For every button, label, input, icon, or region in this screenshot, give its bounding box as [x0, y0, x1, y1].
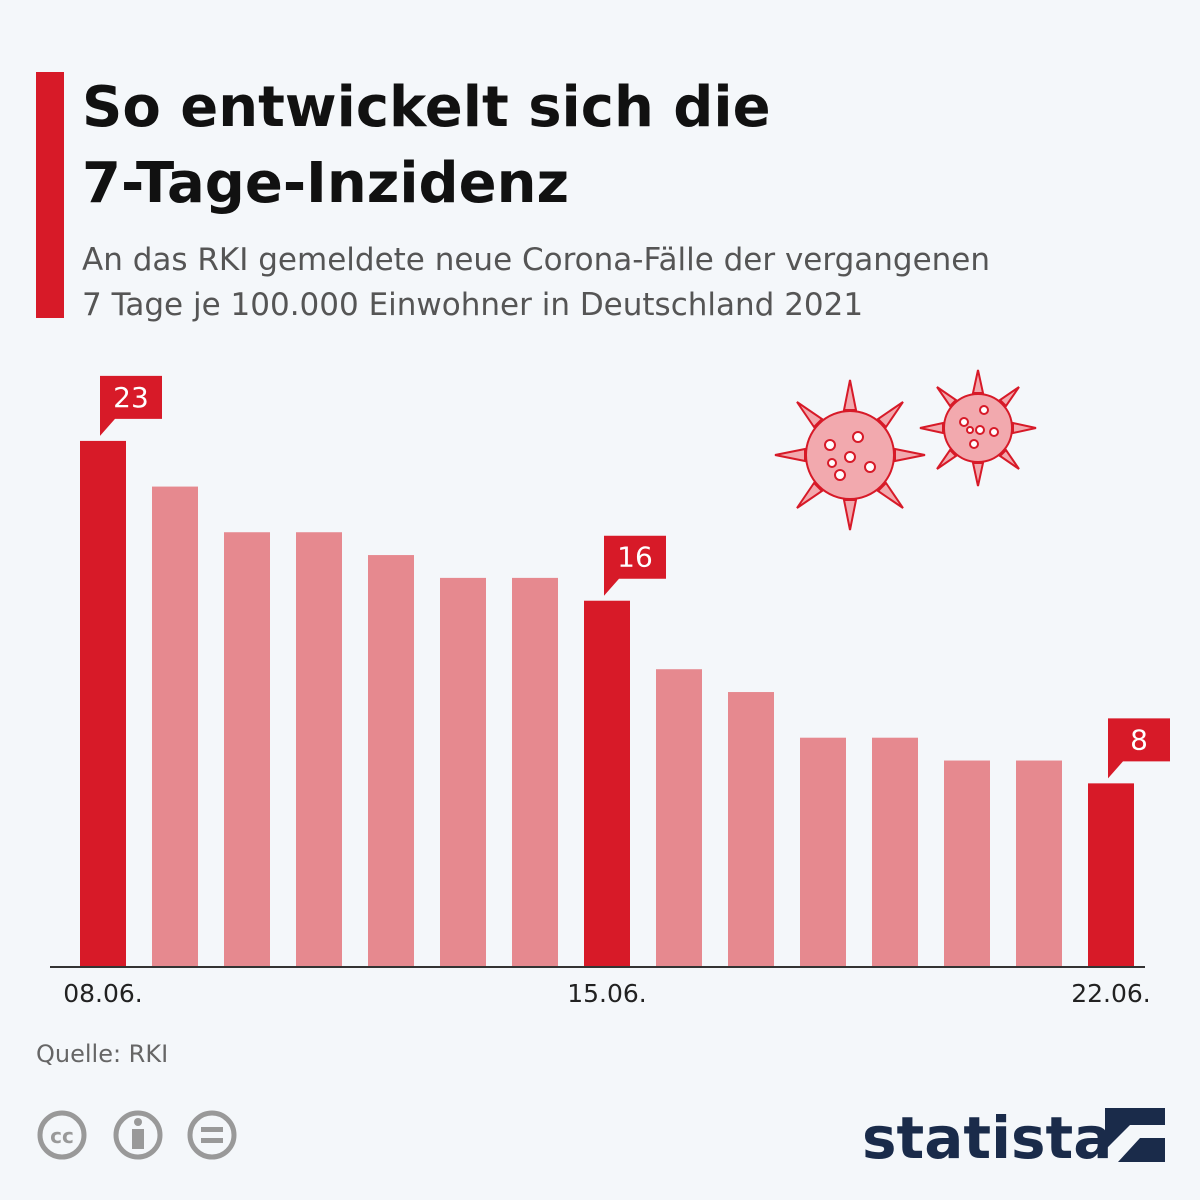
value-label-box — [100, 375, 162, 436]
virus-illustration — [774, 369, 1037, 531]
chart-title: 7-Tage-Inzidenz — [82, 151, 569, 216]
x-tick-label: 15.06. — [567, 979, 647, 1008]
chart-title: So entwickelt sich die — [82, 75, 771, 140]
x-tick-label: 08.06. — [63, 979, 143, 1008]
brand-logo: statista — [862, 1104, 1112, 1172]
value-label: 23 — [113, 381, 149, 414]
accent-bar — [36, 72, 64, 318]
value-label: 8 — [1130, 723, 1148, 756]
bar — [656, 669, 702, 966]
source: Quelle: RKI — [36, 1040, 168, 1068]
bar — [1016, 760, 1062, 966]
bar — [1088, 783, 1134, 966]
chart-subtitle: 7 Tage je 100.000 Einwohner in Deutschla… — [82, 287, 863, 323]
svg-text:cc: cc — [50, 1124, 74, 1148]
chart-subtitle: An das RKI gemeldete neue Corona-Fälle d… — [82, 242, 990, 278]
x-tick-label: 22.06. — [1071, 979, 1151, 1008]
bar — [368, 555, 414, 966]
bar — [728, 692, 774, 966]
bar — [440, 577, 486, 966]
bar — [80, 440, 126, 966]
bar — [800, 737, 846, 966]
bar — [872, 737, 918, 966]
value-label-box — [1108, 718, 1170, 779]
bar — [584, 600, 630, 966]
bar — [512, 577, 558, 966]
brand-icon — [1105, 1108, 1165, 1162]
value-label: 16 — [617, 541, 653, 574]
value-label-box — [604, 535, 666, 596]
license-icons: cc — [37, 1110, 237, 1160]
bar — [224, 532, 270, 966]
bar — [296, 532, 342, 966]
bar — [944, 760, 990, 966]
bar — [152, 486, 198, 966]
